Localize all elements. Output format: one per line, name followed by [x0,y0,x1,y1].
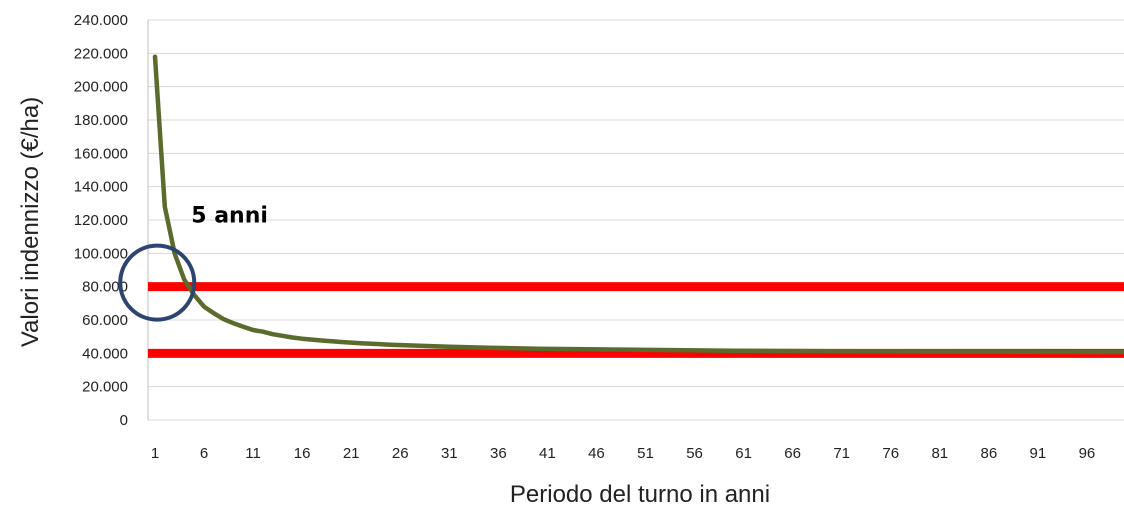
x-tick-label: 91 [1030,445,1047,462]
x-tick-label: 61 [735,445,752,462]
y-tick-label: 120.000 [74,212,128,229]
y-tick-label: 180.000 [74,112,128,129]
y-tick-label: 40.000 [82,345,128,362]
x-tick-label: 1 [151,445,159,462]
y-tick-label: 200.000 [74,79,128,96]
x-tick-label: 56 [686,445,703,462]
x-tick-label: 21 [343,445,360,462]
y-tick-label: 240.000 [74,12,128,29]
y-tick-label: 20.000 [82,379,128,396]
x-tick-label: 71 [833,445,850,462]
series-layer [152,54,1124,355]
x-tick-label: 26 [392,445,409,462]
grid-lines [147,19,1124,421]
x-tick-label: 46 [588,445,605,462]
x-tick-label: 6 [200,445,208,462]
y-tick-label: 100.000 [74,245,128,262]
y-tick-label: 60.000 [82,312,128,329]
x-axis-label: Periodo del turno in anni [510,481,770,508]
annotations: 5 anni [118,204,268,322]
x-tick-label: 36 [490,445,507,462]
y-tick-labels: 0 20.000 40.000 60.000 80.000 100.000 120.000 1… [74,12,128,429]
x-tick-label: 11 [245,445,261,462]
y-tick-label: 160.000 [74,145,128,162]
x-tick-labels: 1 6 11 16 21 26 31 36 41 46 51 56 61 66 71 76 81 86 91 96 [151,445,1095,462]
x-tick-label: 41 [539,445,556,462]
x-tick-label: 51 [637,445,654,462]
annotation-circle [118,243,197,322]
x-tick-label: 31 [441,445,458,462]
x-tick-label: 81 [931,445,948,462]
x-tick-label: 76 [882,445,899,462]
x-tick-label: 86 [981,445,998,462]
y-tick-label: 220.000 [74,45,128,62]
annotation-label: 5 anni [191,204,268,229]
y-axis-label: Valori indennizzo (€/ha) [17,97,44,347]
y-tick-label: 80.000 [82,279,128,296]
y-tick-label: 140.000 [74,179,128,196]
x-tick-label: 66 [784,445,801,462]
x-tick-label: 96 [1079,445,1096,462]
y-tick-label: 0 [120,412,128,429]
series-line [152,54,1124,355]
x-tick-label: 16 [294,445,311,462]
